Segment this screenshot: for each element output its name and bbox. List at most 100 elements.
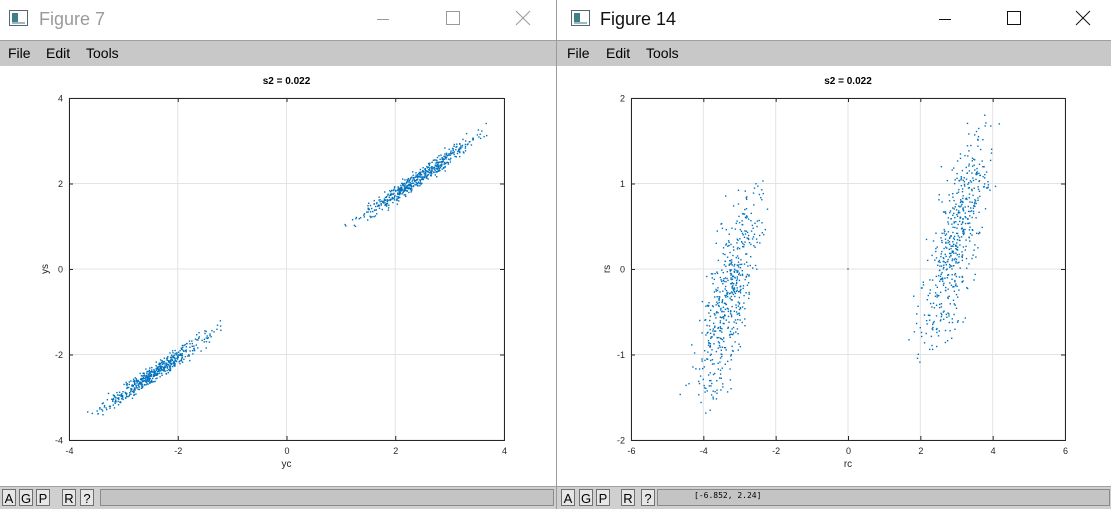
scatter-point <box>932 322 935 324</box>
scatter-point <box>957 320 959 322</box>
scatter-point <box>721 338 724 341</box>
scatter-point <box>736 270 739 273</box>
scatter-point <box>936 296 938 298</box>
grid-toggle-button[interactable]: G <box>19 489 33 506</box>
title-bar[interactable]: Figure 7 <box>0 0 556 39</box>
scatter-point <box>459 155 461 158</box>
scatter-point <box>719 329 721 332</box>
scatter-point <box>722 247 725 249</box>
scatter-point <box>724 347 727 349</box>
autoscale-button[interactable]: A <box>2 489 16 506</box>
rotate-button[interactable]: R <box>62 489 76 506</box>
scatter-point <box>407 179 409 182</box>
pan-button[interactable]: P <box>596 489 610 506</box>
scatter-point <box>142 376 145 379</box>
scatter-point <box>122 396 124 398</box>
autoscale-button[interactable]: A <box>561 489 575 506</box>
close-button[interactable] <box>1060 0 1106 39</box>
minimize-button[interactable] <box>922 0 968 39</box>
scatter-point <box>419 179 421 182</box>
scatter-point <box>932 323 934 326</box>
plot-area[interactable]: -4 -2 0 2 4 -4 -2 0 2 4 s2 = 0.022 yc ys <box>0 66 556 486</box>
scatter-point <box>717 368 719 370</box>
scatter-point <box>430 166 433 168</box>
help-button[interactable]: ? <box>80 489 94 506</box>
scatter-point <box>730 274 732 276</box>
scatter-point <box>927 259 929 262</box>
scatter-point <box>103 406 106 408</box>
scatter-point <box>932 302 935 304</box>
scatter-point <box>942 284 945 286</box>
y-tick-label: 0 <box>58 265 63 275</box>
grid-toggle-button[interactable]: G <box>579 489 593 506</box>
scatter-point <box>727 310 730 313</box>
scatter-point <box>713 291 716 293</box>
scatter-point <box>713 363 715 365</box>
menu-edit[interactable]: Edit <box>46 45 71 61</box>
close-button[interactable] <box>500 0 546 39</box>
scatter-point <box>971 189 973 192</box>
scatter-point <box>393 188 395 191</box>
scatter-point <box>394 194 396 197</box>
scatter-point <box>170 356 173 358</box>
scatter-point <box>949 236 951 238</box>
scatter-point <box>725 244 727 246</box>
scatter-point <box>943 318 945 320</box>
scatter-point <box>701 300 704 303</box>
plot-area[interactable]: -6 -4 -2 0 2 4 6 -2 -1 0 1 2 s2 = 0.022 rc rs <box>557 66 1111 486</box>
scatter-point <box>421 176 423 178</box>
scatter-point <box>421 171 424 173</box>
menu-tools[interactable]: Tools <box>86 45 119 61</box>
maximize-button[interactable] <box>990 0 1036 39</box>
scatter-point <box>162 369 164 371</box>
menu-file[interactable]: File <box>567 45 590 61</box>
scatter-point <box>969 232 972 235</box>
scatter-point <box>153 371 155 373</box>
scatter-point <box>985 187 988 189</box>
scatter-point <box>748 275 750 277</box>
scatter-point <box>742 242 744 245</box>
scatter-point <box>968 229 971 231</box>
menu-file[interactable]: File <box>8 45 31 61</box>
scatter-point <box>163 360 166 363</box>
scatter-point <box>949 263 951 266</box>
scatter-point <box>745 276 747 278</box>
scatter-point <box>716 289 719 292</box>
scatter-point <box>739 289 742 292</box>
title-bar[interactable]: Figure 14 <box>557 0 1111 39</box>
scatter-point <box>168 360 171 363</box>
pan-button[interactable]: P <box>36 489 50 506</box>
scatter-point <box>457 149 460 151</box>
maximize-button[interactable] <box>429 0 475 39</box>
menu-edit[interactable]: Edit <box>606 45 631 61</box>
scatter-point <box>717 287 719 289</box>
scatter-point <box>731 264 733 266</box>
scatter-point <box>746 273 749 276</box>
scatter-point <box>732 275 735 278</box>
scatter-point <box>978 163 981 165</box>
minimize-button[interactable] <box>360 0 406 39</box>
menu-tools[interactable]: Tools <box>646 45 679 61</box>
scatter-point <box>720 307 722 310</box>
scatter-point <box>391 198 393 200</box>
scatter-point <box>188 353 190 356</box>
scatter-point <box>745 208 748 210</box>
scatter-point <box>122 398 124 401</box>
scatter-point <box>965 257 968 260</box>
help-button[interactable]: ? <box>641 489 655 506</box>
scatter-point <box>952 245 954 247</box>
scatter-point <box>752 267 754 269</box>
scatter-point <box>745 292 747 294</box>
scatter-point <box>427 162 430 165</box>
scatter-point <box>380 203 382 205</box>
scatter-point <box>154 372 157 374</box>
scatter-point <box>431 169 433 172</box>
scatter-point <box>406 179 408 181</box>
scatter-point <box>195 344 197 346</box>
rotate-button[interactable]: R <box>621 489 635 506</box>
scatter-point <box>731 282 733 285</box>
scatter-point <box>716 303 719 305</box>
scatter-point <box>943 282 945 285</box>
